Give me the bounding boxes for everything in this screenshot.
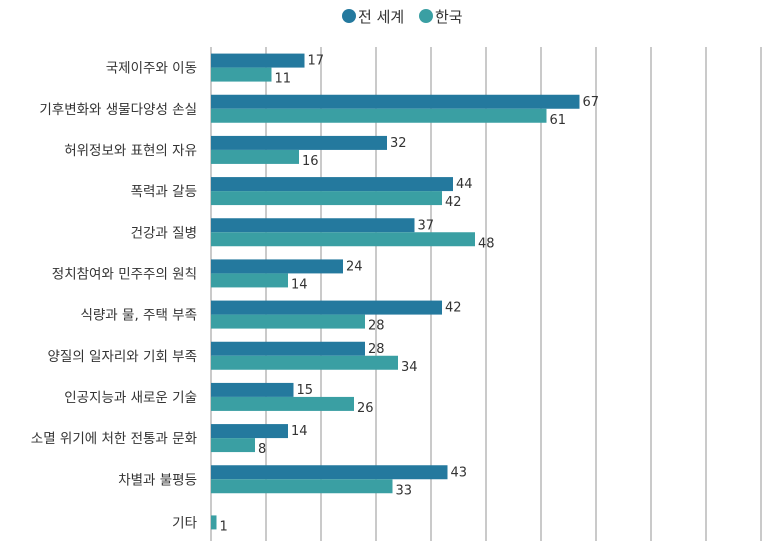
bar bbox=[211, 300, 442, 315]
legend-label: 한국 bbox=[435, 8, 463, 26]
category-label: 폭력과 갈등 bbox=[131, 184, 197, 200]
bar bbox=[211, 314, 365, 329]
category-label: 식량과 물, 주택 부족 bbox=[80, 308, 197, 324]
category-label: 허위정보와 표현의 자유 bbox=[64, 143, 197, 159]
gridlines bbox=[210, 47, 762, 541]
bar bbox=[211, 108, 547, 123]
legend-marker bbox=[342, 9, 356, 23]
data-label: 42 bbox=[445, 301, 462, 316]
category-label: 기타 bbox=[172, 515, 197, 531]
bar bbox=[211, 273, 288, 288]
data-label: 14 bbox=[291, 277, 308, 292]
bar bbox=[211, 149, 299, 164]
data-label: 67 bbox=[583, 95, 600, 110]
data-label: 43 bbox=[451, 465, 468, 480]
bar bbox=[211, 259, 343, 274]
data-label: 1 bbox=[220, 519, 228, 534]
category-label: 차별과 불평등 bbox=[118, 472, 197, 488]
data-label: 32 bbox=[390, 136, 407, 151]
data-label: 16 bbox=[302, 154, 319, 169]
data-label: 24 bbox=[346, 259, 363, 274]
data-label: 28 bbox=[368, 342, 385, 357]
data-label: 34 bbox=[401, 360, 418, 375]
legend-marker bbox=[419, 9, 433, 23]
data-label: 15 bbox=[297, 383, 314, 398]
data-labels: 17 11 67 61 32 16 44 42 37 48 24 14 42 28 28 34 15 26 14 8 4… bbox=[220, 54, 600, 535]
bar bbox=[211, 382, 294, 397]
data-label: 33 bbox=[396, 483, 413, 498]
category-label: 소멸 위기에 처한 전통과 문화 bbox=[31, 431, 197, 447]
bar bbox=[211, 355, 398, 370]
bar bbox=[211, 177, 453, 192]
data-label: 17 bbox=[308, 54, 325, 69]
bar bbox=[211, 135, 387, 150]
bar bbox=[211, 465, 448, 480]
data-label: 14 bbox=[291, 424, 308, 439]
legend-label: 전 세계 bbox=[358, 8, 404, 26]
bar bbox=[211, 424, 288, 439]
data-label: 42 bbox=[445, 195, 462, 210]
bar bbox=[211, 232, 475, 247]
category-label: 정치참여와 민주주의 원칙 bbox=[52, 266, 197, 282]
category-label: 국제이주와 이동 bbox=[106, 61, 197, 77]
bar bbox=[211, 396, 354, 411]
data-label: 26 bbox=[357, 401, 374, 416]
bar bbox=[211, 191, 442, 206]
bar bbox=[211, 438, 255, 453]
category-label: 건강과 질병 bbox=[131, 225, 197, 241]
legend: 전 세계 한국 bbox=[342, 8, 463, 26]
bar bbox=[211, 515, 217, 530]
bar bbox=[211, 218, 415, 233]
bar bbox=[211, 94, 580, 109]
category-label: 인공지능과 새로운 기술 bbox=[64, 390, 197, 406]
bar bbox=[211, 53, 305, 68]
data-label: 11 bbox=[275, 72, 292, 87]
data-label: 37 bbox=[418, 218, 435, 233]
data-label: 8 bbox=[258, 442, 266, 457]
category-label: 기후변화와 생물다양성 손실 bbox=[39, 102, 197, 118]
data-label: 48 bbox=[478, 236, 495, 251]
category-label: 양질의 일자리와 기회 부족 bbox=[48, 349, 198, 365]
bar bbox=[211, 67, 272, 82]
bars bbox=[211, 53, 580, 530]
data-label: 61 bbox=[550, 113, 567, 128]
data-label: 28 bbox=[368, 319, 385, 334]
data-label: 44 bbox=[456, 177, 473, 192]
bar bbox=[211, 341, 365, 356]
bar bbox=[211, 479, 393, 494]
